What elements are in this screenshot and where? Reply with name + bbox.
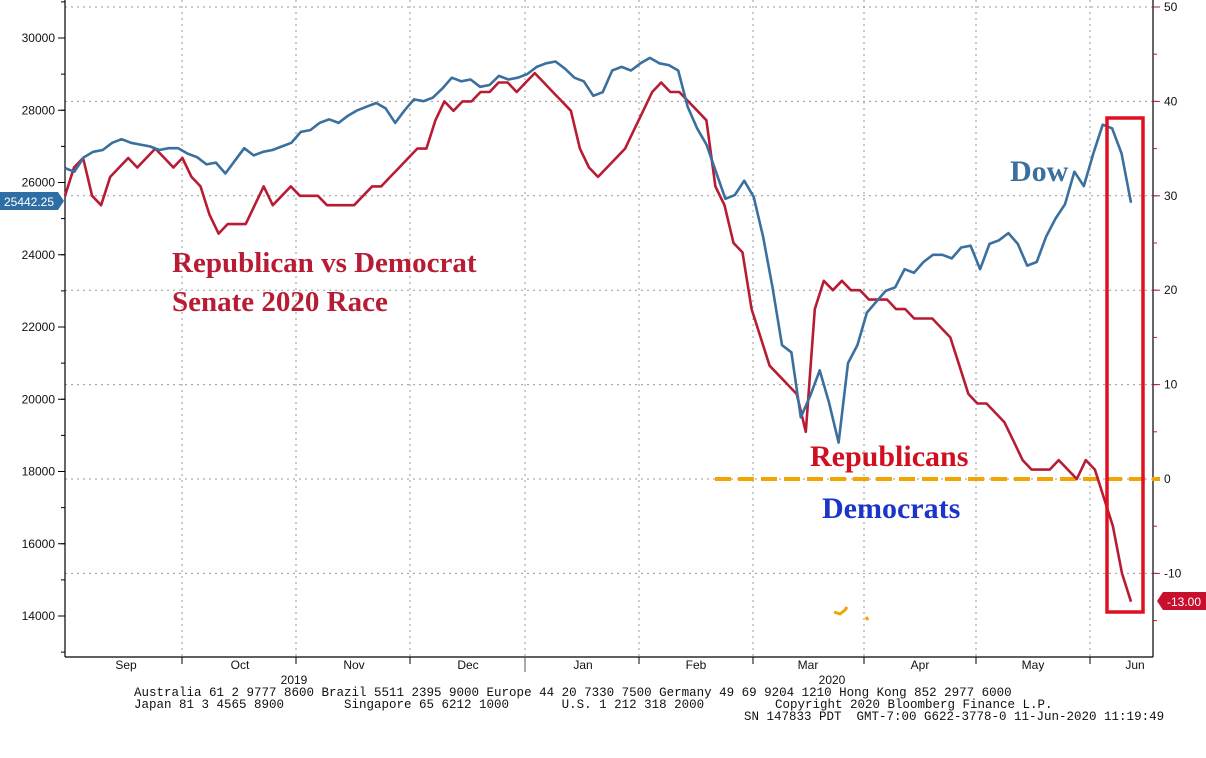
right-tick-label: 40 [1164,94,1178,108]
x-tick-label: Feb [686,658,707,672]
left-tick-label: 20000 [22,392,56,406]
left-tick-label: 24000 [22,248,56,262]
left-tick-label: 28000 [22,103,56,117]
x-tick-label: Jan [573,658,592,672]
right-tick-label: 0 [1164,472,1171,486]
footer-copyright: Copyright 2020 Bloomberg Finance L.P. [775,698,1053,712]
left-tick-label: 30000 [22,31,56,45]
x-tick-label: Sep [115,658,137,672]
orange-mark [864,616,870,621]
year-label-2019: 2019 [281,673,308,687]
right-tick-label: 20 [1164,283,1178,297]
footer-contacts-line-2: Japan 81 3 4565 8900 Singapore 65 6212 1… [134,698,705,712]
democrats-annotation: Democrats [822,492,960,525]
left-tick-label: 26000 [22,176,56,190]
x-tick-label: Apr [911,658,930,672]
left-axis-ticks: 14000 16000 18000 20000 22000 24000 26000 28000… [22,1,65,653]
footer-contacts-line-1: Australia 61 2 9777 8600 Brazil 5511 239… [134,686,1012,700]
dow-annotation: Dow [1010,155,1069,188]
spread-last-value: -13.00 [1167,595,1201,609]
right-tick-label: 50 [1164,0,1178,14]
left-tick-label: 18000 [22,465,56,479]
series-line-dow [64,56,1133,444]
dow-last-value: 25442.25 [4,195,54,209]
x-tick-label: Oct [231,658,250,672]
highlight-box [1105,116,1145,614]
grid [65,0,1153,657]
chart-title-line-1: Republican vs Democrat [172,247,477,279]
footer-timestamp: SN 147833 PDT GMT-7:00 G622-3778-0 11-Ju… [744,710,1165,724]
left-tick-label: 22000 [22,320,56,334]
series-line-spread [63,71,1133,603]
spread-last-value-tag: -13.00 [1157,592,1206,610]
right-tick-label: 30 [1164,189,1178,203]
right-tick-label: 10 [1164,378,1178,392]
year-label-2020: 2020 [819,673,846,687]
orange-mark [833,606,849,616]
dow-last-value-tag: 25442.25 [0,192,64,210]
x-axis-ticks: Sep Oct Nov Dec Jan Feb Mar Apr May Jun [115,657,1145,672]
x-tick-label: Mar [798,658,819,672]
axes [64,0,1154,658]
republicans-annotation: Republicans [810,440,968,473]
x-tick-label: Jun [1125,658,1144,672]
right-axis-ticks: -10 0 10 20 30 40 50 [1153,0,1182,622]
x-tick-label: Nov [343,658,364,672]
chart-title-line-2: Senate 2020 Race [172,286,388,318]
x-tick-label: May [1022,658,1045,672]
right-tick-label: -10 [1164,566,1182,580]
left-tick-label: 16000 [22,537,56,551]
left-tick-label: 14000 [22,609,56,623]
x-tick-label: Dec [457,658,478,672]
